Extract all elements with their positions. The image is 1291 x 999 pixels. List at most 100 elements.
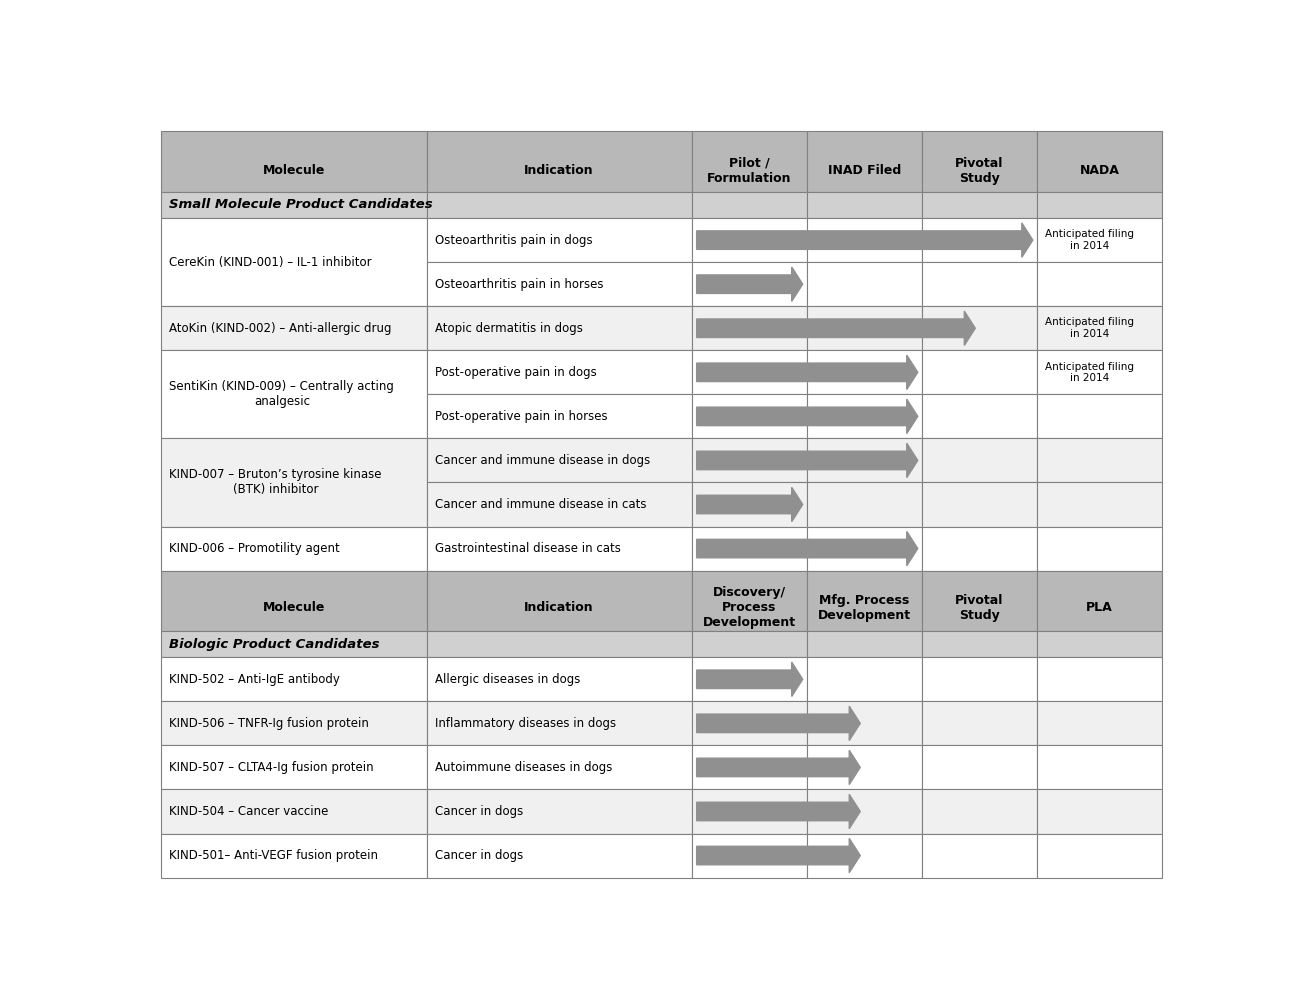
- Text: PLA: PLA: [1086, 601, 1113, 614]
- Text: Inflammatory diseases in dogs: Inflammatory diseases in dogs: [435, 717, 616, 730]
- Bar: [1037, 483, 1162, 526]
- Bar: [807, 307, 922, 351]
- Bar: [922, 483, 1037, 526]
- Bar: [1037, 657, 1162, 701]
- Bar: [1037, 351, 1162, 395]
- Bar: [161, 132, 426, 192]
- Bar: [922, 132, 1037, 192]
- Bar: [426, 701, 692, 745]
- Text: KIND-504 – Cancer vaccine: KIND-504 – Cancer vaccine: [169, 805, 329, 818]
- FancyArrow shape: [697, 706, 860, 740]
- Bar: [1037, 192, 1162, 218]
- Bar: [1037, 262, 1162, 307]
- Bar: [426, 657, 692, 701]
- Bar: [161, 745, 426, 789]
- FancyArrow shape: [697, 267, 803, 302]
- Bar: [692, 132, 807, 192]
- Bar: [161, 526, 426, 570]
- Text: Small Molecule Product Candidates: Small Molecule Product Candidates: [169, 199, 432, 212]
- Bar: [692, 218, 807, 262]
- Bar: [161, 192, 426, 218]
- Bar: [161, 657, 426, 701]
- Text: Biologic Product Candidates: Biologic Product Candidates: [169, 637, 380, 650]
- Bar: [426, 483, 692, 526]
- Bar: [426, 570, 692, 630]
- Bar: [426, 218, 692, 262]
- Bar: [692, 483, 807, 526]
- Bar: [922, 395, 1037, 439]
- Bar: [922, 630, 1037, 657]
- Bar: [922, 439, 1037, 483]
- Bar: [692, 701, 807, 745]
- Text: Pivotal
Study: Pivotal Study: [955, 157, 1003, 185]
- FancyArrow shape: [697, 444, 918, 478]
- Text: INAD Filed: INAD Filed: [828, 164, 901, 177]
- Bar: [426, 526, 692, 570]
- Bar: [807, 132, 922, 192]
- Bar: [807, 657, 922, 701]
- Bar: [161, 351, 426, 439]
- Text: Cancer in dogs: Cancer in dogs: [435, 805, 523, 818]
- Bar: [692, 262, 807, 307]
- Bar: [922, 218, 1037, 262]
- Bar: [1037, 745, 1162, 789]
- Bar: [922, 789, 1037, 833]
- Bar: [807, 439, 922, 483]
- Bar: [922, 351, 1037, 395]
- Text: KIND-507 – CLTA4-Ig fusion protein: KIND-507 – CLTA4-Ig fusion protein: [169, 761, 374, 774]
- Bar: [161, 570, 426, 630]
- Bar: [922, 657, 1037, 701]
- Bar: [692, 439, 807, 483]
- Text: Osteoarthritis pain in horses: Osteoarthritis pain in horses: [435, 278, 603, 291]
- FancyArrow shape: [697, 311, 975, 346]
- Text: Cancer and immune disease in dogs: Cancer and immune disease in dogs: [435, 454, 649, 467]
- Bar: [807, 701, 922, 745]
- Text: AtoKin (KIND-002) – Anti-allergic drug: AtoKin (KIND-002) – Anti-allergic drug: [169, 322, 392, 335]
- Text: Anticipated filing
in 2014: Anticipated filing in 2014: [1044, 318, 1133, 339]
- Bar: [1037, 789, 1162, 833]
- Text: Pilot /
Formulation: Pilot / Formulation: [707, 157, 791, 185]
- Bar: [807, 395, 922, 439]
- Bar: [426, 307, 692, 351]
- Bar: [161, 630, 426, 657]
- Text: NADA: NADA: [1079, 164, 1119, 177]
- Text: Gastrointestinal disease in cats: Gastrointestinal disease in cats: [435, 542, 621, 555]
- Text: Anticipated filing
in 2014: Anticipated filing in 2014: [1044, 362, 1133, 383]
- FancyArrow shape: [697, 750, 860, 784]
- Text: Atopic dermatitis in dogs: Atopic dermatitis in dogs: [435, 322, 582, 335]
- Bar: [807, 833, 922, 877]
- Bar: [1037, 526, 1162, 570]
- Bar: [1037, 570, 1162, 630]
- Text: Allergic diseases in dogs: Allergic diseases in dogs: [435, 672, 580, 685]
- Bar: [692, 395, 807, 439]
- Text: Indication: Indication: [524, 601, 594, 614]
- Bar: [1037, 218, 1162, 262]
- Bar: [922, 745, 1037, 789]
- Bar: [692, 833, 807, 877]
- Bar: [807, 218, 922, 262]
- FancyArrow shape: [697, 223, 1033, 258]
- Bar: [1037, 307, 1162, 351]
- Bar: [692, 657, 807, 701]
- FancyArrow shape: [697, 488, 803, 521]
- Bar: [161, 833, 426, 877]
- Text: Discovery/
Process
Development: Discovery/ Process Development: [702, 586, 795, 629]
- Bar: [807, 526, 922, 570]
- Text: CereKin (KIND-001) – IL-1 inhibitor: CereKin (KIND-001) – IL-1 inhibitor: [169, 256, 372, 269]
- Text: Anticipated filing
in 2014: Anticipated filing in 2014: [1044, 230, 1133, 251]
- Bar: [426, 833, 692, 877]
- Bar: [692, 192, 807, 218]
- Text: Molecule: Molecule: [263, 164, 325, 177]
- FancyArrow shape: [697, 794, 860, 828]
- Bar: [692, 526, 807, 570]
- FancyArrow shape: [697, 400, 918, 434]
- Text: Autoimmune diseases in dogs: Autoimmune diseases in dogs: [435, 761, 612, 774]
- Text: Molecule: Molecule: [263, 601, 325, 614]
- Bar: [161, 307, 426, 351]
- Bar: [161, 439, 426, 526]
- Bar: [692, 630, 807, 657]
- Text: KIND-007 – Bruton’s tyrosine kinase
(BTK) inhibitor: KIND-007 – Bruton’s tyrosine kinase (BTK…: [169, 469, 382, 497]
- Bar: [692, 745, 807, 789]
- Text: Pivotal
Study: Pivotal Study: [955, 594, 1003, 622]
- Bar: [807, 351, 922, 395]
